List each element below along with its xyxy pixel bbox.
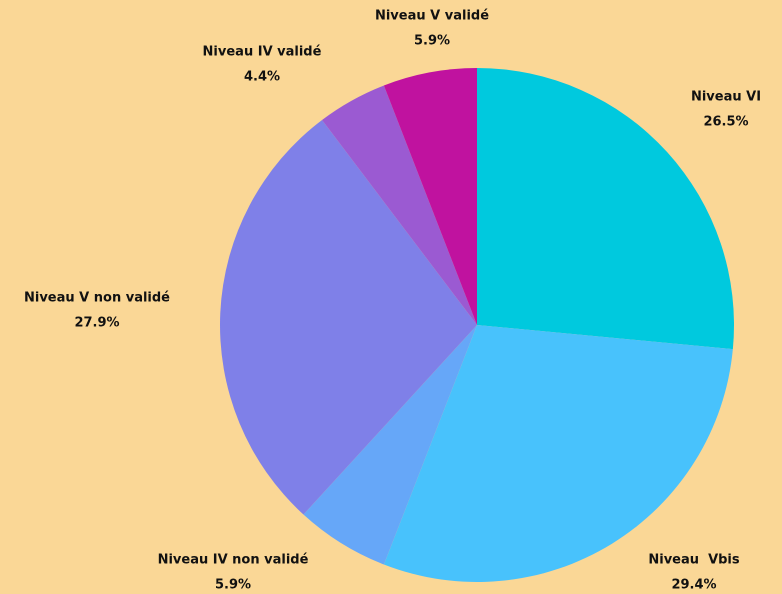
slice-value-label: 26.5% [703,115,748,130]
slice-label: Niveau V non validé [24,291,170,306]
pie-slice [303,325,477,565]
slice-value-label: 29.4% [671,578,716,593]
slice-label: Niveau VI [691,90,761,105]
slice-label: Niveau IV validé [203,45,322,60]
slice-value-label: 5.9% [215,578,251,593]
slice-value-label: 5.9% [414,34,450,49]
slice-value-label: 27.9% [74,316,119,331]
slice-label: Niveau Vbis [648,553,740,568]
slice-label: Niveau IV non validé [158,553,309,568]
pie-slice [383,68,477,325]
pie-slice [322,85,477,325]
pie-slice [477,68,735,350]
pie-slice [219,119,477,515]
slice-value-label: 4.4% [244,70,280,85]
pie-slice [383,325,733,583]
slice-label: Niveau V validé [375,9,489,24]
